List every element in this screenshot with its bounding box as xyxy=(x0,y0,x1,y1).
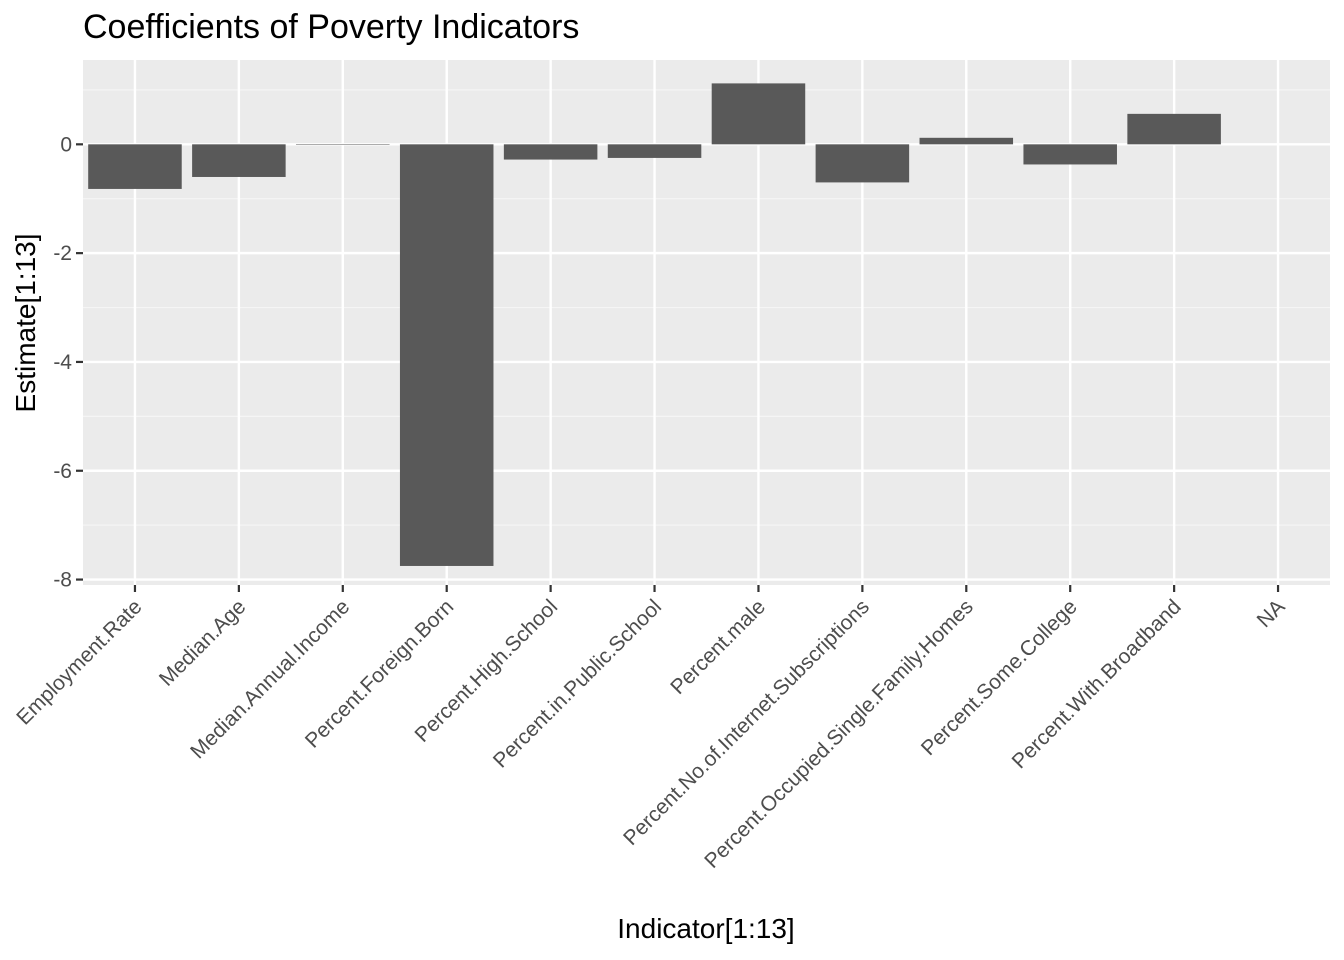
bars xyxy=(88,83,1221,566)
y-axis: 0 -2 -4 -6 -8 xyxy=(53,133,83,592)
bar xyxy=(607,144,702,158)
chart-title: Coefficients of Poverty Indicators xyxy=(83,8,579,46)
plot-panel xyxy=(83,60,1330,585)
bar xyxy=(296,144,390,145)
x-axis: Employment.Rate Median.AgeMedian.Annual.I… xyxy=(12,585,1290,873)
y-tick-label: -6 xyxy=(53,460,72,483)
y-tick-label: 0 xyxy=(60,133,72,156)
bar xyxy=(1023,144,1117,165)
bar xyxy=(192,144,286,177)
x-tick-label: Employment.Rate xyxy=(12,595,146,729)
bar xyxy=(399,144,494,566)
x-tick-label: Percent.male xyxy=(666,595,770,699)
grid-lines xyxy=(83,60,1330,585)
bar xyxy=(711,83,806,145)
x-axis-title: Indicator[1:13] xyxy=(617,913,794,944)
x-tick-label: NA xyxy=(1253,595,1290,632)
y-tick-label: -2 xyxy=(53,242,72,265)
y-axis-title: Estimate[1:13] xyxy=(10,234,41,413)
x-tick-label: Percent.With.Broadband xyxy=(1008,595,1186,773)
bar xyxy=(503,144,598,160)
x-tick-label: Median.Age xyxy=(155,595,251,691)
y-tick-label: -4 xyxy=(53,351,72,374)
bar xyxy=(1127,113,1221,145)
bar xyxy=(815,144,910,183)
y-tick-label: -8 xyxy=(53,569,72,592)
bar xyxy=(919,137,1014,145)
x-tick-label: Percent.in.Public.School xyxy=(489,595,666,772)
bar xyxy=(88,144,182,189)
